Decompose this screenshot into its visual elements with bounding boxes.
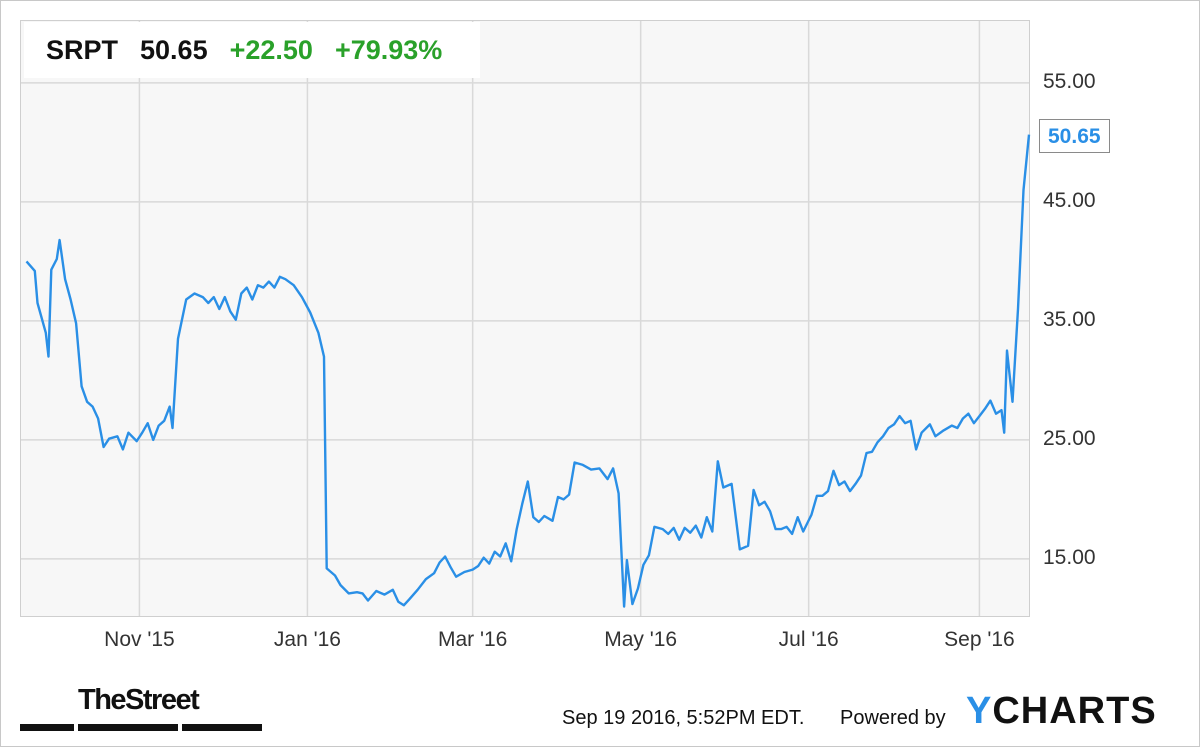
x-tick-label: Jan '16 [273, 628, 341, 651]
price-line [25, 134, 1031, 608]
y-tick-label: 15.00 [1043, 545, 1096, 569]
x-tick-label: Jul '16 [778, 628, 839, 651]
logo-bar [78, 724, 178, 731]
y-tick-label: 55.00 [1043, 69, 1096, 93]
price-change: +22.50 [229, 34, 313, 65]
timestamp: Sep 19 2016, 5:52PM EDT. [562, 707, 805, 729]
x-tick-label: Mar '16 [437, 628, 508, 651]
y-tick-label: 25.00 [1043, 426, 1096, 450]
price-line-layer [25, 134, 1031, 608]
quote-header: SRPT 50.65 +22.50 +79.93% [24, 22, 480, 78]
logo-bar [20, 724, 74, 731]
x-tick-label: Sep '16 [944, 628, 1015, 651]
last-value-label: 50.65 [1039, 119, 1110, 153]
ycharts-logo-y: Y [966, 690, 993, 732]
y-tick-label: 45.00 [1043, 188, 1096, 212]
grid-lines [21, 21, 1029, 616]
x-tick-label: Nov '15 [104, 628, 175, 651]
thestreet-logo: TheStreet [20, 684, 262, 732]
powered-by-text: Powered by [840, 707, 946, 729]
y-tick-label: 35.00 [1043, 307, 1096, 331]
percent-change: +79.93% [334, 34, 443, 65]
ycharts-logo-text: CHARTS [992, 690, 1157, 732]
x-tick-label: May '16 [604, 628, 678, 651]
publisher-name: TheStreet [78, 684, 200, 716]
logo-bar [182, 724, 262, 731]
plot-area [20, 20, 1030, 617]
ycharts-logo[interactable]: YCHARTS [966, 690, 1157, 733]
ticker-symbol: SRPT [46, 34, 119, 65]
last-price: 50.65 [140, 34, 208, 65]
